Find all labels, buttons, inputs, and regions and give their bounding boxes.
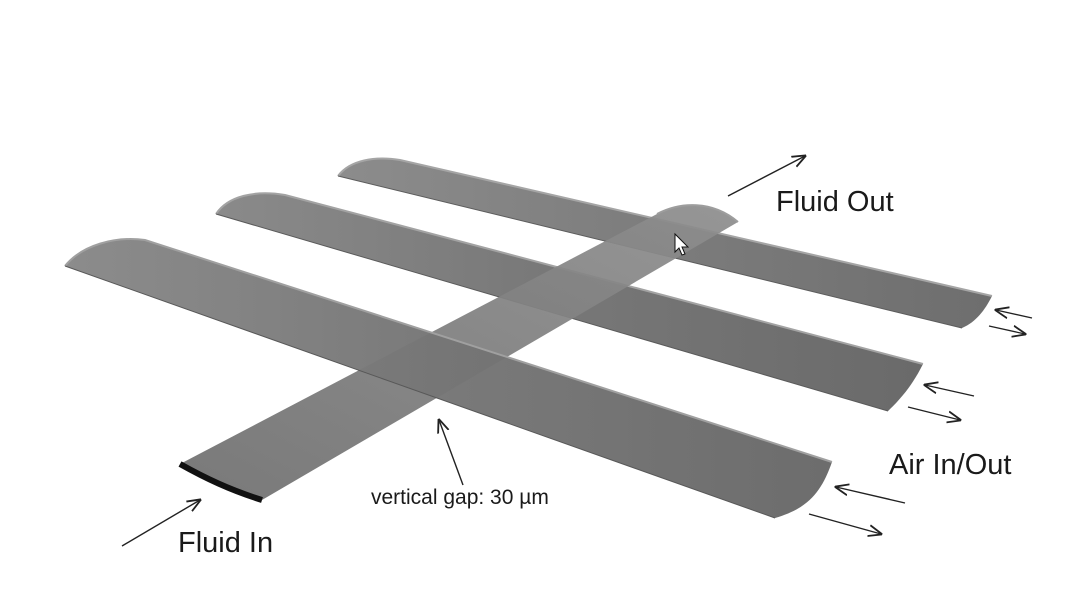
vertical-gap-arrow [439, 420, 464, 486]
arrows [121, 156, 1033, 547]
air-arrow-middle-in [925, 385, 975, 397]
mouse-pointer-icon [674, 232, 690, 256]
air-channel-front [64, 238, 833, 519]
air-arrow-front-out [808, 513, 881, 534]
air-in-out-label: Air In/Out [889, 449, 1012, 481]
fluid-out-arrow [727, 156, 805, 197]
fluid-in-arrow [121, 500, 200, 547]
air-arrow-back-in [996, 310, 1033, 318]
vertical-gap-label: vertical gap: 30 µm [371, 486, 549, 509]
fluid-in-label: Fluid In [178, 527, 274, 559]
air-arrow-front-in [836, 487, 906, 504]
air-arrow-middle-out [907, 406, 960, 420]
fluid-out-label: Fluid Out [776, 186, 894, 218]
air-arrow-back-out [988, 326, 1025, 334]
